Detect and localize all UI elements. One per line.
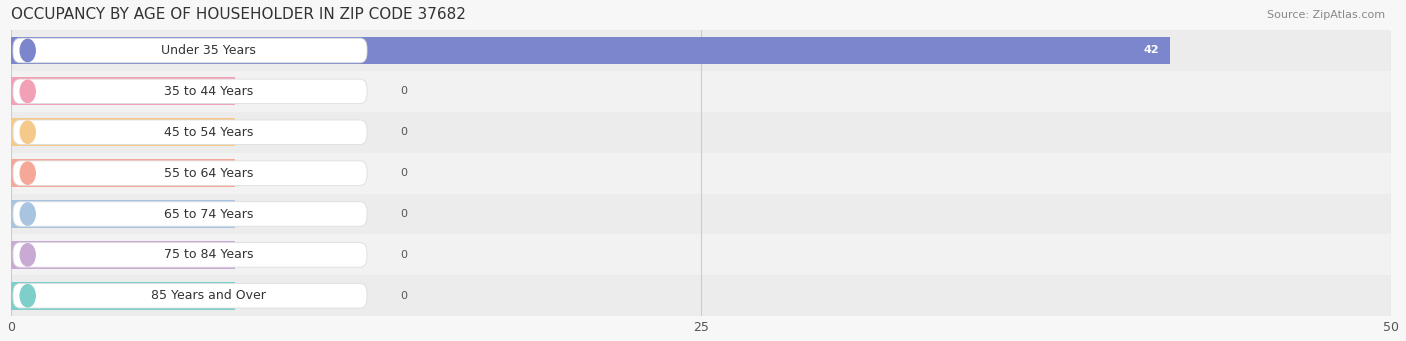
Circle shape — [20, 162, 35, 184]
Text: 75 to 84 Years: 75 to 84 Years — [163, 248, 253, 262]
FancyBboxPatch shape — [13, 202, 367, 226]
Text: 0: 0 — [401, 209, 408, 219]
Text: Source: ZipAtlas.com: Source: ZipAtlas.com — [1267, 10, 1385, 20]
Text: 45 to 54 Years: 45 to 54 Years — [163, 126, 253, 139]
Bar — [11, 275, 1391, 316]
Bar — [11, 194, 1391, 235]
Bar — [11, 159, 235, 187]
Text: 0: 0 — [401, 127, 408, 137]
Circle shape — [20, 80, 35, 103]
Bar — [11, 153, 1391, 194]
Bar — [11, 282, 235, 310]
Text: 0: 0 — [401, 168, 408, 178]
Circle shape — [20, 121, 35, 144]
Bar — [11, 77, 235, 105]
Text: OCCUPANCY BY AGE OF HOUSEHOLDER IN ZIP CODE 37682: OCCUPANCY BY AGE OF HOUSEHOLDER IN ZIP C… — [11, 7, 465, 22]
Bar — [11, 200, 235, 228]
Text: 0: 0 — [401, 250, 408, 260]
FancyBboxPatch shape — [13, 283, 367, 308]
Bar — [11, 118, 235, 146]
Bar — [11, 241, 235, 269]
Bar — [11, 30, 1391, 71]
FancyBboxPatch shape — [13, 120, 367, 145]
FancyBboxPatch shape — [13, 242, 367, 267]
FancyBboxPatch shape — [13, 79, 367, 104]
Text: 35 to 44 Years: 35 to 44 Years — [165, 85, 253, 98]
Bar — [11, 112, 1391, 153]
Text: 0: 0 — [401, 86, 408, 97]
Bar — [11, 36, 1170, 64]
Text: 55 to 64 Years: 55 to 64 Years — [163, 167, 253, 180]
Text: 65 to 74 Years: 65 to 74 Years — [163, 208, 253, 221]
Bar — [11, 235, 1391, 275]
Text: Under 35 Years: Under 35 Years — [162, 44, 256, 57]
Circle shape — [20, 39, 35, 62]
Circle shape — [20, 203, 35, 225]
Circle shape — [20, 285, 35, 307]
FancyBboxPatch shape — [13, 161, 367, 186]
Bar — [11, 71, 1391, 112]
FancyBboxPatch shape — [13, 38, 367, 63]
Text: 42: 42 — [1143, 45, 1159, 56]
Circle shape — [20, 244, 35, 266]
Text: 85 Years and Over: 85 Years and Over — [150, 289, 266, 302]
Text: 0: 0 — [401, 291, 408, 301]
